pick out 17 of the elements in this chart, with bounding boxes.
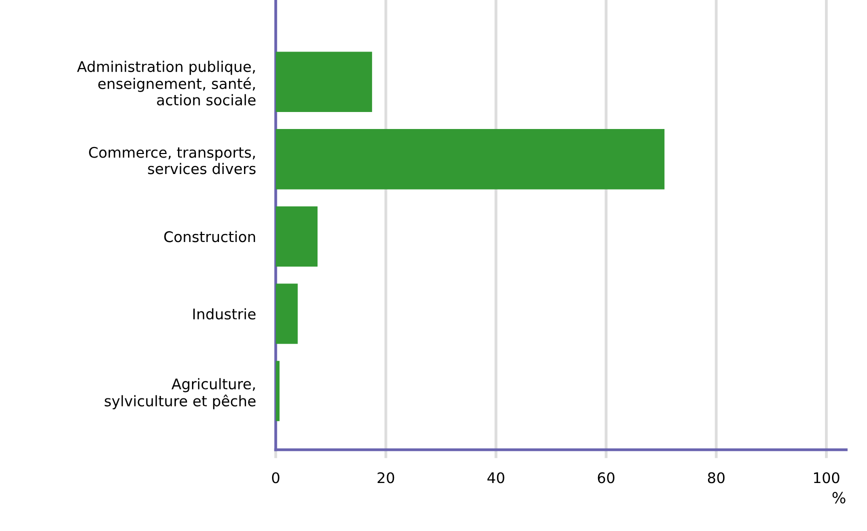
y-tick-label: Agriculture, sylviculture et pêche [104, 378, 256, 410]
bar [276, 284, 298, 344]
y-tick-label: Administration publique, enseignement, santé, action sociale [77, 60, 256, 106]
bar [276, 52, 372, 112]
y-tick-label: Construction [164, 230, 256, 242]
x-axis-title: % [832, 492, 846, 504]
y-tick-label: Industrie [193, 308, 256, 320]
bar [276, 206, 318, 267]
x-tick-label: 20 [378, 472, 394, 484]
bar [276, 360, 280, 422]
x-tick-label: 40 [487, 472, 504, 484]
y-tick-label: Commerce, transports, services divers [89, 146, 256, 174]
x-tick-label: 60 [598, 472, 614, 484]
bar [276, 129, 664, 190]
x-tick-label: 100 [814, 472, 840, 484]
x-tick-label: 0 [272, 472, 280, 484]
x-tick-label: 80 [708, 472, 725, 484]
